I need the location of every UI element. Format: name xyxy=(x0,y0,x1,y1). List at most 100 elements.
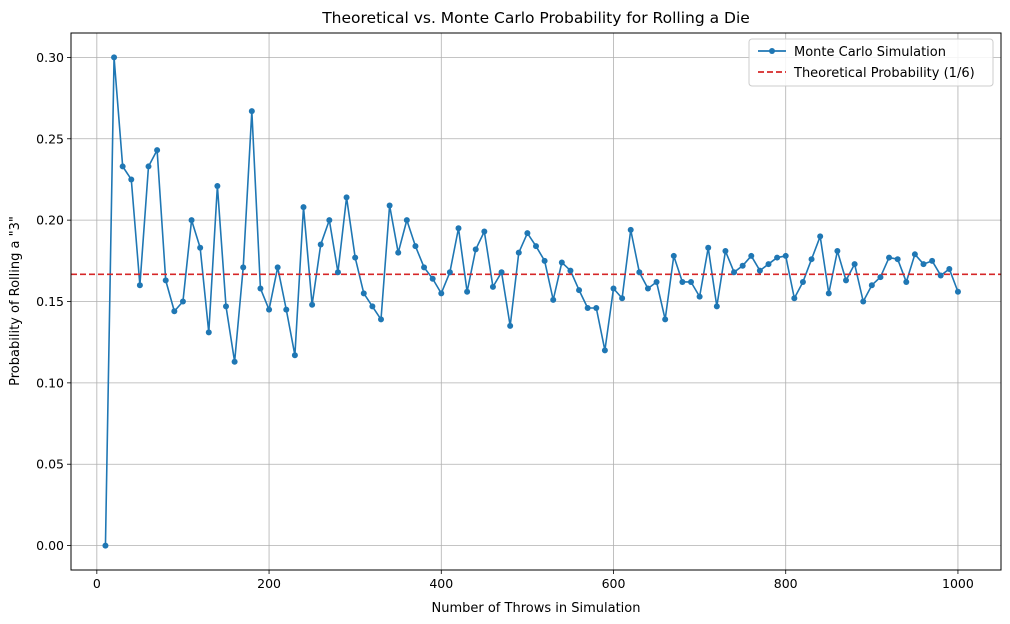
data-point xyxy=(937,272,944,279)
data-point xyxy=(584,305,591,312)
data-point xyxy=(481,228,488,235)
data-point xyxy=(214,182,221,189)
chart-title: Theoretical vs. Monte Carlo Probability … xyxy=(321,9,750,27)
plot-area xyxy=(71,54,1001,549)
x-tick-label: 800 xyxy=(774,576,798,591)
data-point xyxy=(662,316,669,323)
x-tick-label: 1000 xyxy=(942,576,974,591)
data-point xyxy=(653,278,660,285)
data-point xyxy=(636,269,643,276)
data-point xyxy=(791,295,798,302)
data-point xyxy=(352,254,359,261)
data-point xyxy=(283,306,290,313)
data-point xyxy=(713,303,720,310)
data-point xyxy=(722,248,729,255)
y-tick-label: 0.00 xyxy=(36,538,64,553)
data-point xyxy=(197,244,204,251)
x-tick-label: 200 xyxy=(257,576,281,591)
data-point xyxy=(378,316,384,323)
data-point xyxy=(154,147,161,154)
data-point xyxy=(929,257,936,264)
data-point xyxy=(446,269,453,276)
y-tick-label: 0.25 xyxy=(36,131,64,146)
data-point xyxy=(688,278,694,285)
data-point xyxy=(627,226,634,233)
data-point xyxy=(111,54,118,61)
data-point xyxy=(438,290,445,297)
data-point xyxy=(231,358,238,365)
data-point xyxy=(386,202,393,209)
x-tick-label: 400 xyxy=(429,576,453,591)
data-point xyxy=(946,265,953,272)
data-point xyxy=(731,269,738,276)
data-point xyxy=(679,278,686,285)
data-point xyxy=(257,285,264,292)
y-tick-label: 0.10 xyxy=(36,375,64,390)
series-line-monte-carlo xyxy=(104,56,959,546)
data-point xyxy=(705,244,712,251)
data-point xyxy=(868,282,875,289)
data-point xyxy=(145,163,152,170)
data-point xyxy=(240,264,247,271)
data-point xyxy=(266,306,273,313)
x-axis: 0 200 400 600 800 1000 xyxy=(93,570,974,591)
data-point xyxy=(128,176,135,183)
data-point xyxy=(817,233,824,240)
data-point xyxy=(334,269,341,276)
data-point xyxy=(507,322,514,329)
legend-label-theoretical: Theoretical Probability (1/6) xyxy=(793,66,975,81)
y-axis: 0.00 0.05 0.10 0.15 0.20 0.25 0.30 xyxy=(36,50,71,553)
data-point xyxy=(524,230,531,237)
data-point xyxy=(395,249,402,256)
data-point xyxy=(188,217,195,224)
data-point xyxy=(843,277,849,284)
data-point xyxy=(309,301,316,308)
data-point xyxy=(412,243,419,250)
y-tick-label: 0.15 xyxy=(36,294,64,309)
data-point xyxy=(136,282,143,289)
data-point xyxy=(317,241,324,248)
legend-marker-monte-carlo xyxy=(769,48,775,54)
data-point xyxy=(851,261,858,268)
data-point xyxy=(860,298,867,305)
y-axis-label: Probability of Rolling a "3" xyxy=(8,216,23,386)
data-point xyxy=(765,261,772,268)
data-point xyxy=(825,290,832,297)
data-point xyxy=(954,288,961,295)
data-point xyxy=(455,225,462,232)
data-point xyxy=(619,295,626,302)
x-axis-label: Number of Throws in Simulation xyxy=(432,601,641,616)
data-point xyxy=(360,290,367,297)
data-point xyxy=(739,262,746,269)
data-point xyxy=(343,194,350,201)
data-point xyxy=(601,347,608,354)
y-tick-label: 0.30 xyxy=(36,50,64,65)
data-point xyxy=(464,288,471,295)
data-point xyxy=(567,267,574,274)
data-point xyxy=(550,296,557,303)
data-point xyxy=(223,303,229,310)
data-point xyxy=(911,251,918,258)
data-point xyxy=(498,269,505,276)
legend: Monte Carlo Simulation Theoretical Proba… xyxy=(748,38,994,87)
data-point xyxy=(291,352,298,359)
data-point xyxy=(119,163,126,170)
data-point xyxy=(610,285,617,292)
data-point xyxy=(696,293,703,300)
data-point xyxy=(300,204,307,211)
data-point xyxy=(903,278,910,285)
data-point xyxy=(515,249,522,256)
data-point xyxy=(533,243,539,250)
y-tick-label: 0.20 xyxy=(36,213,64,228)
data-point xyxy=(541,257,548,264)
data-point xyxy=(886,254,893,261)
data-point xyxy=(489,283,496,290)
data-point xyxy=(834,248,841,255)
data-point xyxy=(472,246,479,253)
data-point xyxy=(877,274,884,281)
data-point xyxy=(205,329,212,336)
data-point xyxy=(593,305,600,312)
data-point xyxy=(429,275,436,282)
x-tick-label: 0 xyxy=(93,576,101,591)
